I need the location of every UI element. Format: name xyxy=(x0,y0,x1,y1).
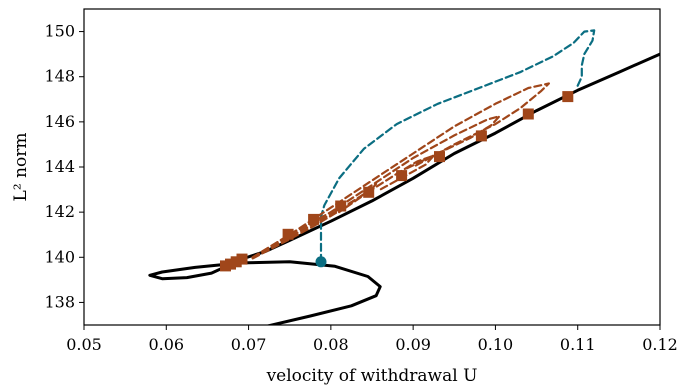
square-marker-1 xyxy=(225,258,236,270)
x-tick-label-1: 0.06 xyxy=(148,335,184,354)
series-line-0 xyxy=(148,52,660,325)
x-tick-label-3: 0.08 xyxy=(313,335,349,354)
square-marker-5 xyxy=(308,213,320,225)
x-axis: 0.05 0.06 0.07 0.08 0.09 0.10 0.11 0.12 xyxy=(66,325,678,354)
square-marker-10 xyxy=(475,130,487,142)
square-marker-6 xyxy=(335,200,347,212)
square-marker-2 xyxy=(230,256,242,268)
x-tick-label-2: 0.07 xyxy=(231,335,267,354)
square-marker-12 xyxy=(562,91,574,103)
y-tick-label-5: 148 xyxy=(44,67,75,86)
y-tick-label-1: 140 xyxy=(44,247,75,266)
x-tick-label-4: 0.09 xyxy=(395,335,431,354)
y-axis-label: L² norm xyxy=(11,133,31,202)
square-marker-11 xyxy=(522,108,534,120)
circle-marker xyxy=(315,256,327,268)
y-axis: 138 140 142 144 146 148 150 xyxy=(44,22,84,311)
y-tick-label-6: 150 xyxy=(44,22,75,41)
square-marker-7 xyxy=(363,186,375,198)
y-tick-label-2: 142 xyxy=(44,202,75,221)
square-marker-9 xyxy=(434,151,445,163)
series-line-1 xyxy=(319,29,596,263)
square-marker-8 xyxy=(396,170,408,182)
x-tick-label-0: 0.05 xyxy=(66,335,102,354)
series-line-4 xyxy=(251,154,435,259)
x-tick-label-7: 0.12 xyxy=(642,335,678,354)
marker-layer xyxy=(220,91,574,272)
x-axis-label: velocity of withdrawal U xyxy=(266,366,478,385)
x-tick-label-5: 0.10 xyxy=(478,335,514,354)
y-tick-label-0: 138 xyxy=(44,292,75,311)
square-marker-3 xyxy=(236,253,248,265)
square-marker-4 xyxy=(282,228,294,240)
series-line-3 xyxy=(251,115,501,259)
y-tick-label-3: 144 xyxy=(44,157,75,176)
y-tick-label-4: 146 xyxy=(44,112,75,131)
x-tick-label-6: 0.11 xyxy=(560,335,596,354)
